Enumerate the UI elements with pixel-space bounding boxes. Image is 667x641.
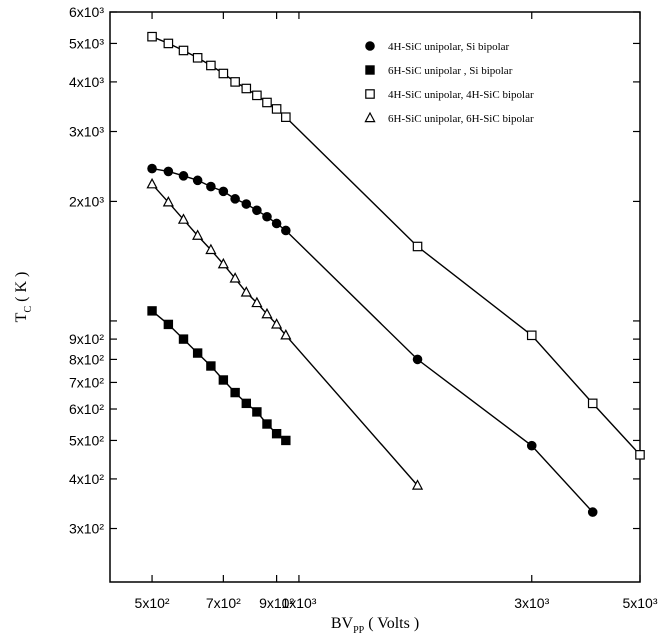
data-point [147, 306, 157, 316]
legend-label: 4H-SiC unipolar, Si bipolar [388, 41, 510, 53]
legend-label: 4H-SiC unipolar, 4H-SiC bipolar [388, 89, 534, 101]
data-point [230, 194, 240, 204]
y-tick-label: 5x10² [69, 432, 104, 448]
data-point [147, 163, 157, 174]
legend-label: 6H-SiC unipolar , Si bipolar [388, 65, 513, 77]
data-point [218, 186, 229, 197]
data-point [240, 286, 252, 297]
data-point [271, 218, 282, 229]
series-line [151, 36, 641, 456]
data-point [230, 387, 240, 398]
data-point [587, 398, 598, 409]
series-3 [147, 31, 645, 460]
data-point [252, 90, 262, 101]
y-tick-label: 3x10² [69, 521, 104, 537]
legend-marker [364, 111, 376, 123]
data-point [251, 296, 263, 308]
data-point [262, 97, 272, 108]
data-point [206, 361, 216, 371]
y-tick-label: 9x10² [69, 331, 104, 347]
data-point [192, 229, 204, 240]
data-point [206, 181, 216, 192]
data-point [146, 177, 158, 189]
data-point [162, 196, 174, 207]
x-tick-label: 7x10² [206, 595, 241, 611]
data-point [271, 104, 282, 114]
y-tick-label: 8x10² [69, 351, 104, 367]
data-point [192, 53, 203, 63]
data-point [205, 243, 217, 255]
data-point [229, 272, 241, 283]
x-tick-label: 9x10² [259, 595, 294, 611]
data-point [192, 175, 203, 186]
data-point [178, 334, 189, 344]
legend-label: 6H-SiC unipolar, 6H-SiC bipolar [388, 113, 534, 125]
legend-marker [365, 89, 375, 99]
data-point [163, 38, 174, 49]
legend-marker [365, 41, 375, 51]
x-axis-label: BVPP ( Volts ) [331, 615, 419, 636]
x-tick-label: 5x10³ [622, 595, 657, 611]
data-point [218, 375, 229, 385]
series-4 [146, 177, 424, 490]
data-point [280, 329, 292, 340]
y-tick-label: 6x10³ [69, 4, 104, 20]
data-point [526, 330, 537, 341]
data-point [252, 407, 262, 417]
series-2 [147, 306, 291, 446]
data-point [147, 31, 157, 42]
y-tick-label: 6x10² [69, 401, 104, 417]
y-axis-label: TC ( K ) [13, 272, 34, 323]
data-point [206, 60, 216, 71]
data-point [177, 213, 190, 224]
data-point [241, 199, 252, 209]
data-point [412, 354, 423, 365]
x-tick-label: 5x10² [135, 595, 170, 611]
data-point [230, 77, 240, 87]
data-point [281, 225, 291, 236]
data-point [178, 45, 189, 56]
data-point [526, 440, 537, 451]
data-point [412, 241, 423, 252]
data-point [587, 507, 598, 517]
data-point [241, 83, 252, 94]
y-tick-label: 5x10³ [69, 35, 104, 51]
data-point [163, 319, 174, 330]
y-tick-label: 7x10² [69, 374, 104, 390]
data-point [281, 112, 291, 122]
data-point [217, 257, 229, 269]
data-point [252, 205, 262, 216]
data-point [271, 428, 282, 439]
plot-frame [109, 11, 641, 583]
x-tick-label: 1x10³ [281, 595, 316, 611]
data-point [261, 307, 273, 319]
y-tick-label: 2x10³ [69, 193, 104, 209]
data-point [635, 450, 645, 460]
y-tick-label: 4x10² [69, 471, 104, 487]
data-point [271, 318, 283, 329]
data-point [241, 398, 251, 409]
data-point [262, 419, 272, 429]
data-point [178, 171, 189, 181]
legend-marker [365, 65, 375, 75]
x-tick-label: 3x10³ [514, 595, 549, 611]
data-point [281, 435, 291, 446]
data-point [262, 211, 272, 222]
y-tick-label: 4x10³ [69, 74, 104, 90]
y-tick-label: 3x10³ [69, 124, 104, 140]
data-point [192, 348, 203, 358]
data-point [163, 166, 174, 177]
data-point [411, 479, 424, 490]
series-1 [147, 163, 598, 517]
data-point [218, 68, 229, 79]
